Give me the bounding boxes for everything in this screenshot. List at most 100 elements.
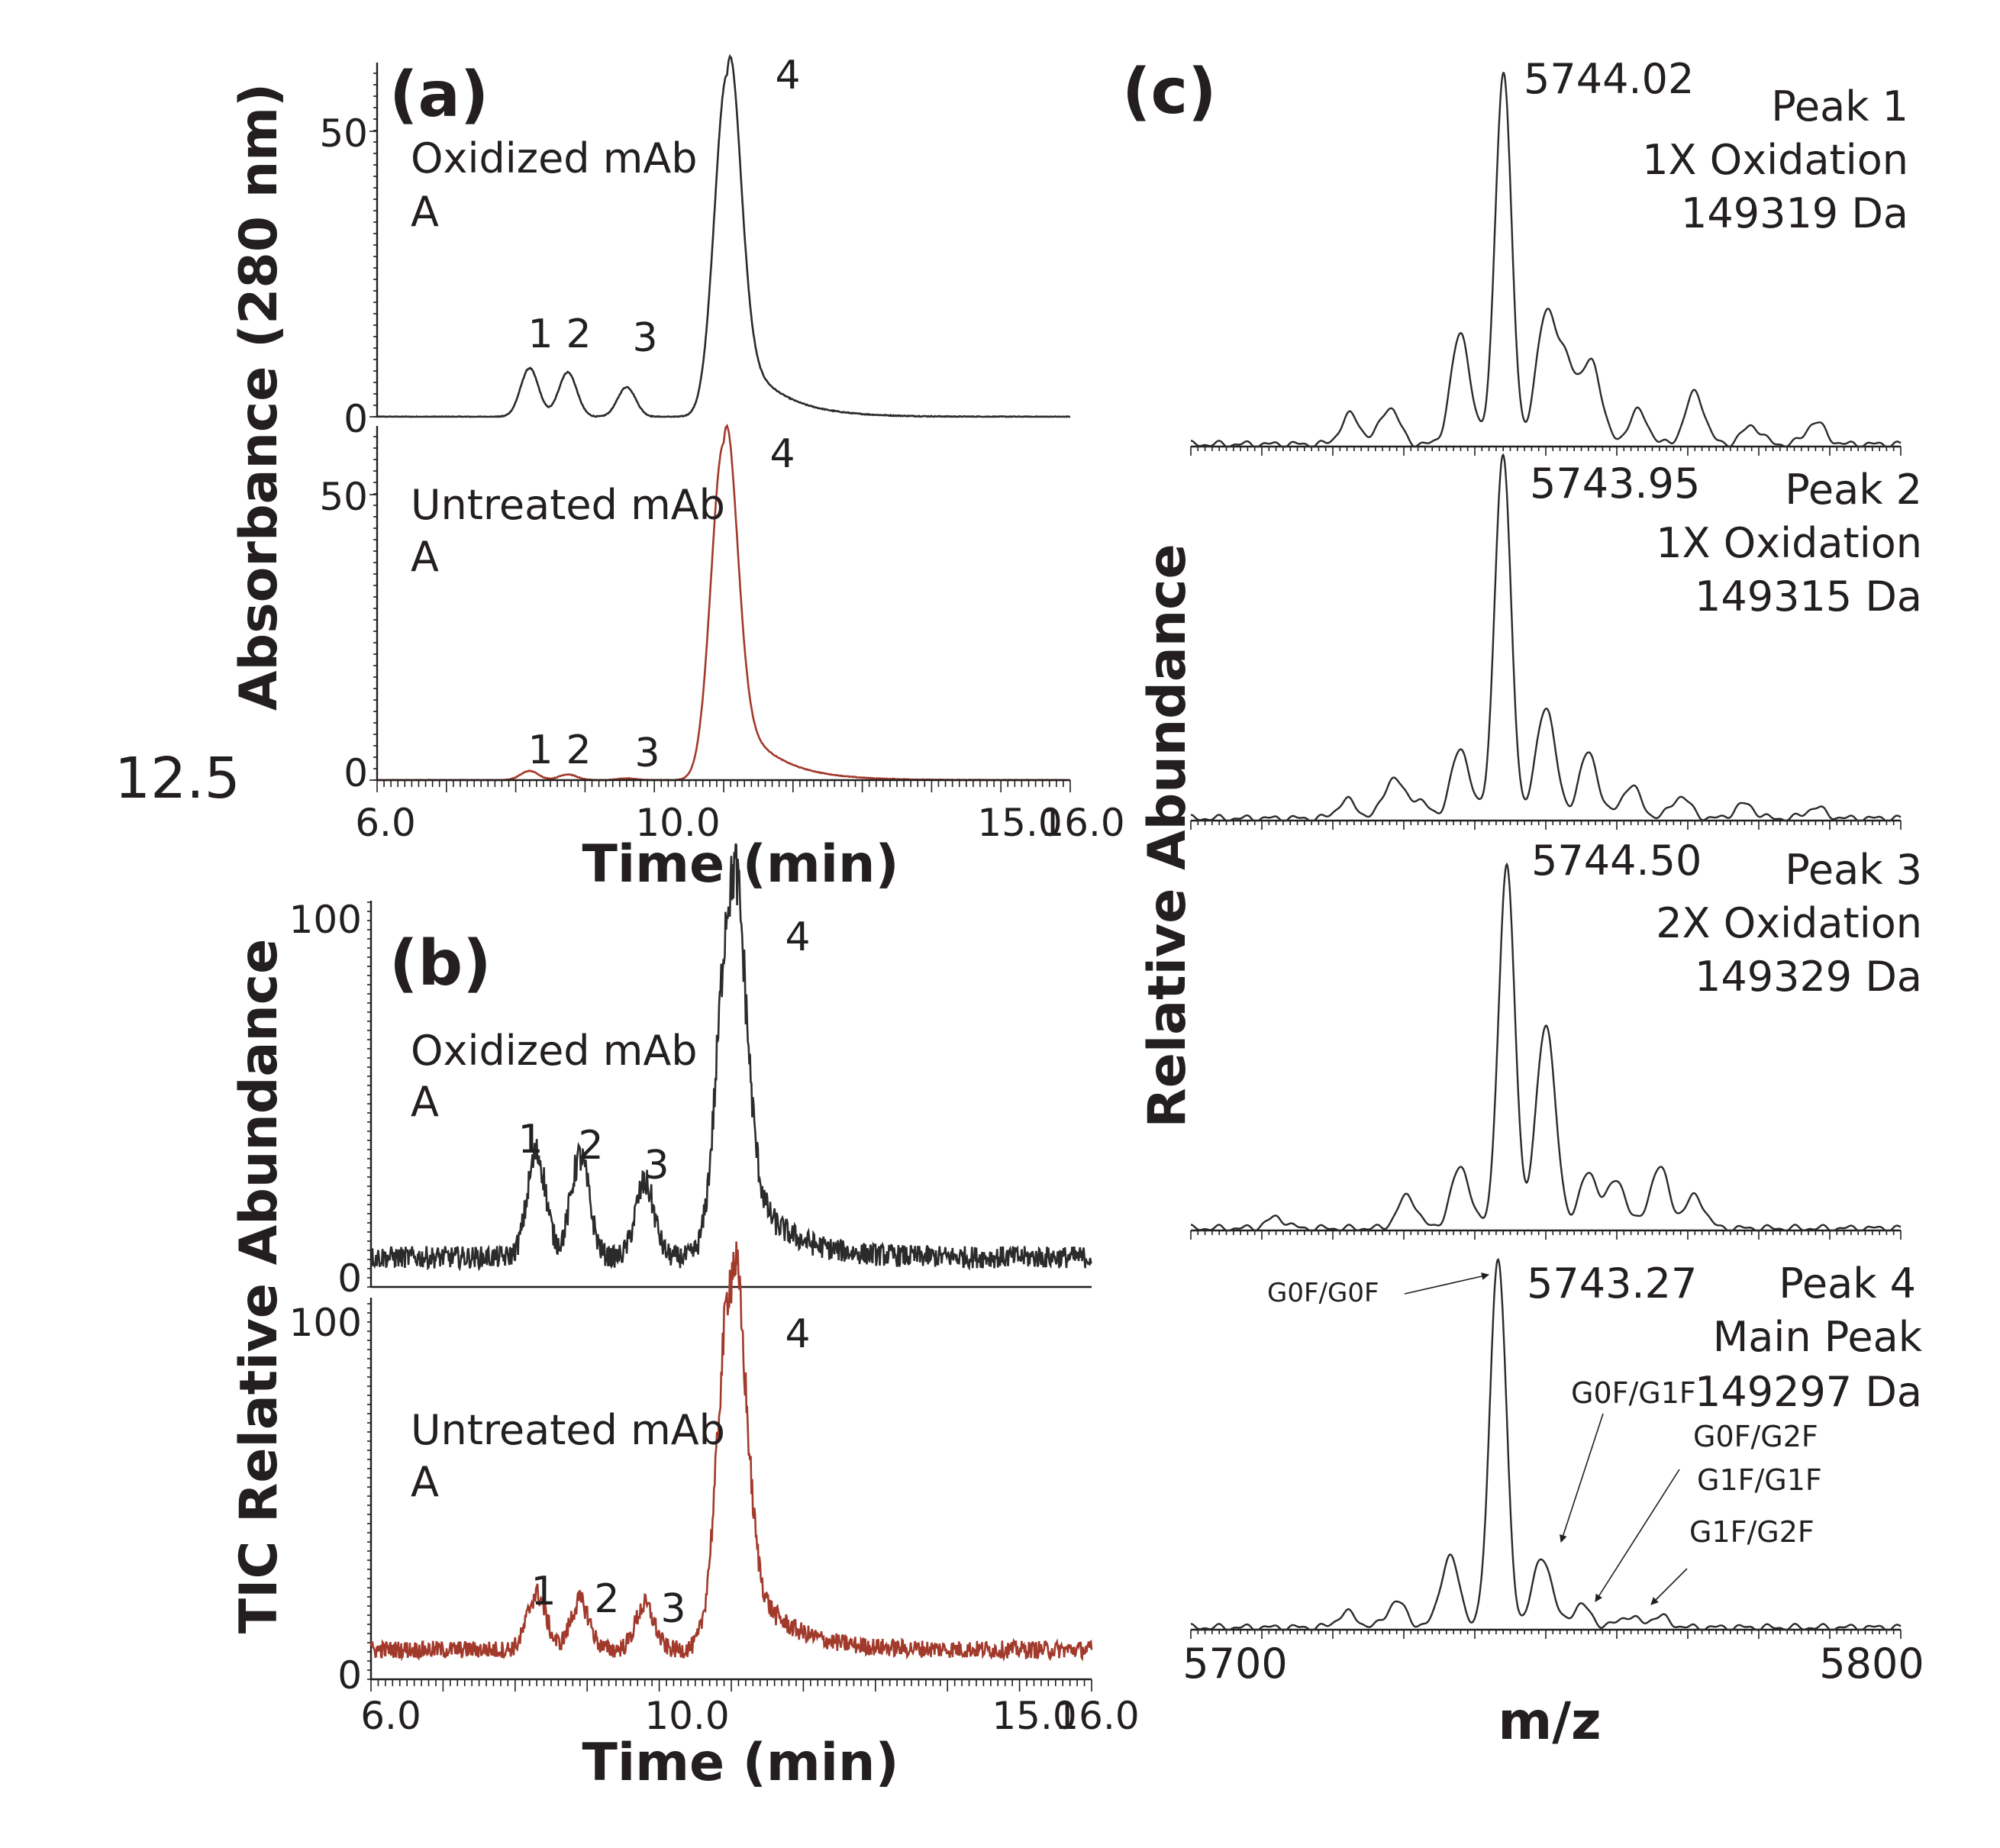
panel-a-top-peak-label-2: 2 (566, 311, 591, 357)
spectrum-peak-1: 5744.02 Peak 1 1X Oxidation 149319 Da (1190, 55, 1908, 456)
panel-b-top-peak-label-2: 2 (578, 1123, 603, 1169)
panel-a-top-y-label-50: 50 (319, 111, 368, 156)
spectrum-1-peak-name: Peak 1 (1771, 82, 1908, 131)
spectrum-1-mass-label: 5744.02 (1524, 55, 1694, 103)
spectrum-3-trace (1190, 862, 1902, 1232)
spectrum-2-mass-da: 149315 Da (1695, 572, 1922, 621)
panel-a: (a) Absorbance (280 nm) 12.5 50 0 Oxidiz… (115, 53, 1125, 895)
panel-a-top-sample-label: Oxidized mAb (411, 134, 698, 182)
panel-a-bottom-peak-label-1: 1 (527, 727, 553, 773)
panel-b-x-title: Time (min) (582, 1733, 898, 1793)
spectrum-1-mass-da: 149319 Da (1681, 189, 1908, 237)
panel-a-top-plot: 50 0 Oxidized mAb A 1 2 3 4 (319, 53, 1070, 441)
panel-c-letter: (c) (1122, 56, 1217, 128)
spectrum-1-ticks (1190, 447, 1902, 456)
glycoform-label-g1f-g1f: G1F/G1F (1697, 1463, 1822, 1497)
panel-a-bottom-peak-label-4: 4 (769, 431, 795, 477)
glycoform-arrow-g0f-g1f (1560, 1413, 1604, 1543)
panel-b-x-minor-ticks (370, 1679, 1092, 1692)
panel-c-x-title: m/z (1498, 1692, 1601, 1752)
panel-a-bottom-peak-label-2: 2 (566, 727, 591, 773)
spectrum-3-peak-name: Peak 3 (1785, 846, 1922, 894)
panel-b-bottom-peak-label-4: 4 (785, 1311, 810, 1357)
panel-a-top-peak-label-4: 4 (775, 53, 800, 98)
glycoform-label-g0f-g0f: G0F/G0F (1267, 1278, 1379, 1308)
panel-b: (b) TIC Relative Abundance 100 0 Oxidize… (229, 843, 1140, 1793)
panel-a-y-title: Absorbance (280 nm) (229, 83, 289, 711)
glycoform-label-g1f-g2f: G1F/G2F (1689, 1515, 1815, 1549)
panel-a-bottom-sample-label-2: A (411, 533, 439, 581)
panel-a-bottom-plot: 50 0 Untreated mAb A 1 2 3 4 (319, 424, 1070, 795)
panel-b-x-label-6: 6.0 (360, 1694, 421, 1738)
panel-a-bottom-y-label-50: 50 (319, 475, 368, 519)
panel-b-top-peak-label-3: 3 (644, 1143, 669, 1188)
panel-b-bottom-sample-label: Untreated mAb (411, 1406, 725, 1454)
panel-a-x-label-16: 16.0 (1040, 801, 1124, 845)
panel-b-bottom-peak-label-2: 2 (594, 1576, 619, 1622)
panel-b-bottom-plot: 100 0 Untreated mAb A 1 2 3 4 (289, 1241, 1093, 1698)
spectrum-2-mass-label: 5743.95 (1530, 460, 1700, 508)
panel-a-top-peak-label-3: 3 (632, 315, 657, 361)
glycoform-arrow-g0f-g2f (1595, 1469, 1680, 1602)
spectrum-2-peak-name: Peak 2 (1785, 466, 1922, 514)
spectrum-3-ticks (1190, 1230, 1902, 1240)
spectrum-peak-4: 5743.27 Peak 4 Main Peak 149297 Da G0F/G… (1190, 1257, 1923, 1639)
spectrum-4-mass-da: 149297 Da (1695, 1368, 1922, 1416)
panel-a-untreated-trace (376, 424, 1070, 782)
panel-b-top-peak-label-4: 4 (785, 914, 810, 960)
spectrum-2-ticks (1190, 821, 1902, 830)
panel-b-untreated-trace (369, 1241, 1093, 1662)
panel-a-top-y-label-0: 0 (344, 397, 368, 441)
panel-a-bottom-y-label-0: 0 (344, 751, 368, 795)
spectrum-4-mass-label: 5743.27 (1527, 1259, 1697, 1308)
panel-b-top-peak-label-1: 1 (518, 1117, 543, 1163)
panel-b-x-label-16: 16.0 (1054, 1694, 1139, 1738)
glycoform-arrow-g0f-g0f (1404, 1272, 1489, 1295)
panel-b-bottom-y-label-100: 100 (289, 1301, 362, 1345)
panel-a-x-label-10: 10.0 (635, 801, 720, 845)
panel-a-bottom-peak-label-3: 3 (634, 730, 660, 776)
spectrum-4-description: Main Peak (1713, 1313, 1923, 1361)
spectrum-2-trace (1190, 453, 1902, 822)
panel-a-oxidized-trace (376, 53, 1070, 418)
panel-b-top-y-minor-ticks (367, 901, 371, 1288)
panel-c-y-title: Relative Abundance (1137, 543, 1198, 1127)
panel-c: (c) Relative Abundance 5744.02 Peak 1 1X… (1122, 55, 1924, 1752)
spectrum-1-trace (1190, 72, 1902, 448)
panel-b-bottom-sample-label-2: A (411, 1458, 439, 1506)
spectrum-3-description: 2X Oxidation (1656, 899, 1922, 947)
panel-c-x-label-5800: 5800 (1819, 1640, 1924, 1688)
panel-b-top-plot: 100 0 Oxidized mAb A 1 2 3 4 (289, 843, 1093, 1301)
spectrum-peak-2: 5743.95 Peak 2 1X Oxidation 149315 Da (1190, 453, 1922, 830)
panel-a-bottom-sample-label: Untreated mAb (411, 481, 725, 529)
spectrum-1-description: 1X Oxidation (1642, 136, 1908, 184)
panel-a-stray-label: 12.5 (115, 746, 240, 811)
spectrum-4-peak-name: Peak 4 (1779, 1259, 1916, 1308)
panel-b-bottom-y-minor-ticks (367, 1303, 371, 1680)
glycoform-label-g0f-g1f: G0F/G1F (1571, 1376, 1696, 1410)
spectrum-4-ticks (1190, 1630, 1902, 1639)
panel-a-top-sample-label-2: A (411, 188, 439, 236)
panel-a-x-minor-ticks (376, 780, 1071, 792)
spectrum-3-mass-label: 5744.50 (1531, 837, 1702, 885)
glycoform-label-g0f-g2f: G0F/G2F (1693, 1420, 1818, 1453)
spectrum-3-mass-da: 149329 Da (1695, 953, 1922, 1001)
panel-b-top-y-label-100: 100 (289, 898, 362, 942)
panel-a-letter: (a) (389, 59, 489, 131)
panel-a-top-peak-label-1: 1 (527, 311, 553, 357)
panel-b-x-label-15: 15.0 (992, 1694, 1076, 1738)
panel-b-bottom-peak-label-1: 1 (531, 1569, 556, 1614)
panel-a-x-label-15: 15.0 (977, 801, 1062, 845)
glycoform-arrow-g1f-g2f (1650, 1568, 1688, 1605)
panel-b-top-sample-label-2: A (411, 1078, 439, 1126)
spectrum-2-description: 1X Oxidation (1656, 519, 1922, 567)
panel-b-top-y-label-0: 0 (337, 1256, 362, 1301)
panel-b-top-sample-label: Oxidized mAb (411, 1027, 698, 1075)
panel-b-bottom-peak-label-3: 3 (660, 1586, 685, 1632)
panel-b-letter: (b) (389, 927, 492, 1000)
panel-b-bottom-y-label-0: 0 (337, 1653, 362, 1698)
spectrum-4-trace (1190, 1257, 1902, 1631)
panel-a-top-y-minor-ticks (373, 73, 377, 418)
panel-a-x-label-6: 6.0 (355, 801, 416, 845)
